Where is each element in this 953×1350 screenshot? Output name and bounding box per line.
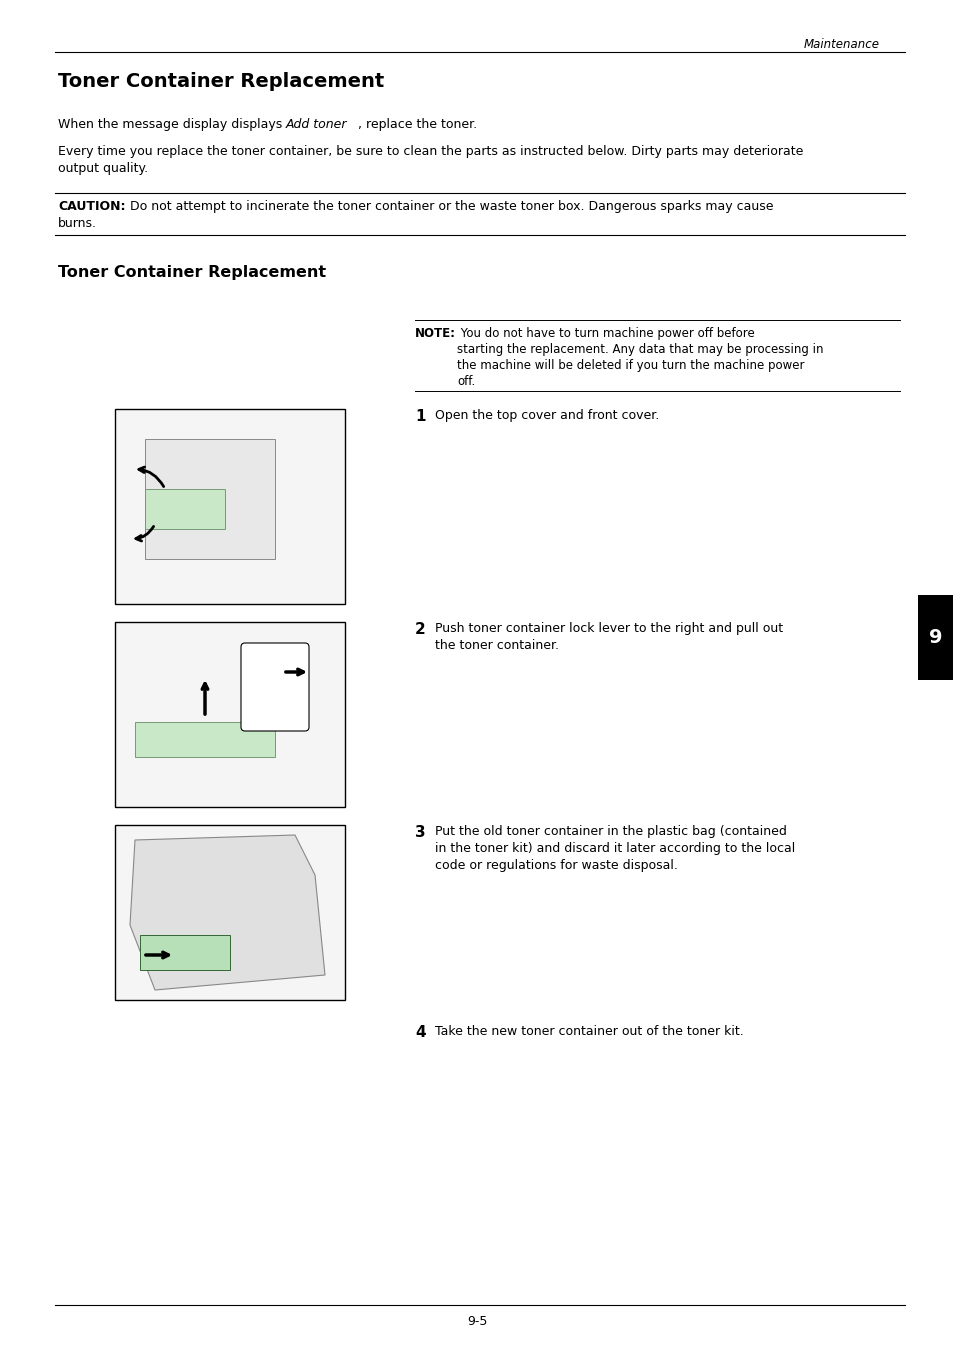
Text: starting the replacement. Any data that may be processing in: starting the replacement. Any data that … (456, 343, 822, 356)
Bar (115, 409, 345, 603)
Text: You do not have to turn machine power off before: You do not have to turn machine power of… (456, 327, 754, 340)
Text: Add toner: Add toner (286, 117, 347, 131)
Text: Put the old toner container in the plastic bag (contained: Put the old toner container in the plast… (435, 825, 786, 838)
Polygon shape (130, 836, 325, 990)
Bar (115, 622, 345, 807)
Text: NOTE:: NOTE: (415, 327, 456, 340)
Text: 9: 9 (928, 628, 942, 647)
Text: burns.: burns. (58, 217, 97, 230)
Bar (140, 936, 230, 971)
Text: Toner Container Replacement: Toner Container Replacement (58, 265, 326, 279)
Bar (917, 595, 953, 680)
Bar (135, 722, 274, 757)
Text: 2: 2 (415, 622, 425, 637)
Text: Maintenance: Maintenance (803, 38, 879, 51)
Text: the toner container.: the toner container. (435, 639, 558, 652)
Text: output quality.: output quality. (58, 162, 148, 176)
Text: 4: 4 (415, 1025, 425, 1040)
Text: CAUTION:: CAUTION: (58, 200, 126, 213)
Text: Do not attempt to incinerate the toner container or the waste toner box. Dangero: Do not attempt to incinerate the toner c… (126, 200, 773, 213)
Text: in the toner kit) and discard it later according to the local: in the toner kit) and discard it later a… (435, 842, 795, 855)
Text: Push toner container lock lever to the right and pull out: Push toner container lock lever to the r… (435, 622, 782, 634)
Text: 3: 3 (415, 825, 425, 840)
Text: 1: 1 (415, 409, 425, 424)
Bar (145, 489, 225, 529)
Text: off.: off. (456, 375, 475, 387)
Text: , replace the toner.: , replace the toner. (357, 117, 476, 131)
Text: Open the top cover and front cover.: Open the top cover and front cover. (435, 409, 659, 423)
Text: When the message display displays: When the message display displays (58, 117, 286, 131)
Text: the machine will be deleted if you turn the machine power: the machine will be deleted if you turn … (456, 359, 803, 373)
Text: 9-5: 9-5 (466, 1315, 487, 1328)
Bar (145, 439, 274, 559)
FancyBboxPatch shape (241, 643, 309, 730)
Text: Take the new toner container out of the toner kit.: Take the new toner container out of the … (435, 1025, 743, 1038)
Text: Every time you replace the toner container, be sure to clean the parts as instru: Every time you replace the toner contain… (58, 144, 802, 158)
Text: code or regulations for waste disposal.: code or regulations for waste disposal. (435, 859, 678, 872)
Text: Toner Container Replacement: Toner Container Replacement (58, 72, 384, 90)
Bar (115, 825, 345, 1000)
